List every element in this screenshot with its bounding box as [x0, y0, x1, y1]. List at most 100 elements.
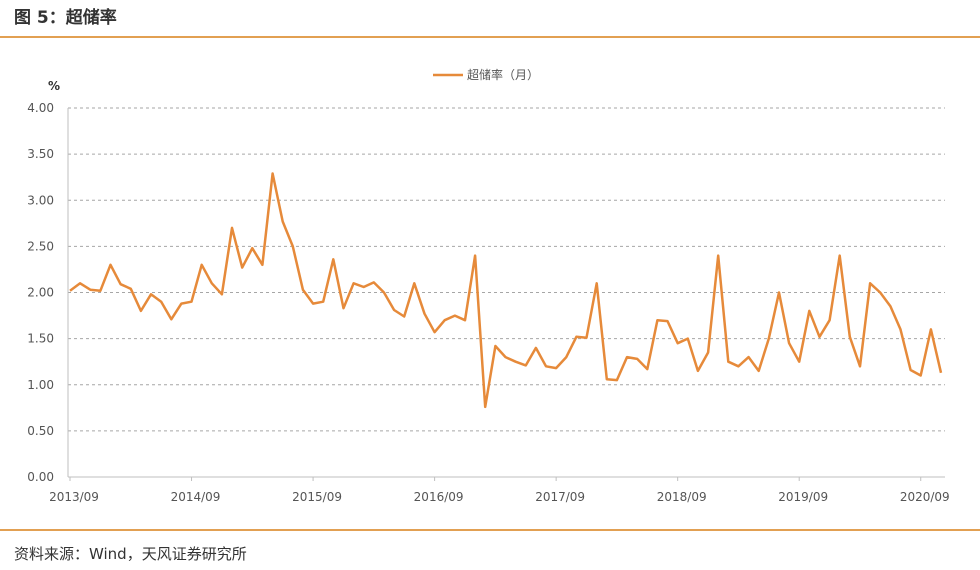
data-point	[170, 318, 172, 320]
data-point	[768, 337, 770, 339]
data-point	[484, 406, 486, 408]
data-point	[626, 356, 628, 358]
data-point	[140, 310, 142, 312]
y-tick-label: 0.50	[27, 424, 54, 438]
y-tick-label: 3.50	[27, 147, 54, 161]
data-point	[839, 254, 841, 256]
data-point	[312, 302, 314, 304]
x-tick-label: 2013/09	[49, 490, 99, 504]
data-point	[160, 301, 162, 303]
data-point	[221, 293, 223, 295]
data-point	[241, 266, 243, 268]
data-point	[69, 289, 71, 291]
data-point	[413, 282, 415, 284]
y-unit-label: %	[48, 79, 60, 93]
data-point	[150, 293, 152, 295]
data-point	[859, 365, 861, 367]
data-point	[454, 314, 456, 316]
data-point	[697, 370, 699, 372]
y-tick-labels: 0.00 0.50 1.00 1.50 2.00 2.50 3.00 3.50 4.00	[27, 101, 54, 484]
data-point	[909, 369, 911, 371]
data-point	[79, 282, 81, 284]
data-point	[535, 347, 537, 349]
data-point	[119, 283, 121, 285]
x-tick-label: 2018/09	[657, 490, 707, 504]
data-point	[930, 328, 932, 330]
figure-title: 图 5：超储率	[14, 8, 117, 28]
data-point	[423, 313, 425, 315]
y-tick-label: 2.00	[27, 286, 54, 300]
data-point	[757, 370, 759, 372]
line-chart: 0.00 0.50 1.00 1.50 2.00 2.50 3.00 3.50 4.00 201…	[27, 67, 950, 504]
data-point	[433, 331, 435, 333]
data-point	[849, 336, 851, 338]
data-point	[190, 301, 192, 303]
data-point	[261, 264, 263, 266]
legend-label: 超储率（月）	[467, 67, 539, 82]
data-point	[342, 307, 344, 309]
data-point	[332, 258, 334, 260]
data-point	[585, 337, 587, 339]
y-tick-label: 1.00	[27, 378, 54, 392]
data-point	[879, 291, 881, 293]
x-tick-label: 2016/09	[414, 490, 464, 504]
x-tick-label: 2019/09	[778, 490, 828, 504]
data-point	[828, 319, 830, 321]
data-point	[778, 291, 780, 293]
y-tick-label: 0.00	[27, 470, 54, 484]
data-point	[200, 264, 202, 266]
data-point	[514, 360, 516, 362]
y-tick-label: 3.00	[27, 193, 54, 207]
data-points	[69, 172, 942, 408]
data-point	[920, 374, 922, 376]
data-point	[99, 289, 101, 291]
data-point	[788, 342, 790, 344]
data-point	[525, 364, 527, 366]
data-point	[616, 379, 618, 381]
x-tick-labels: 2013/09 2014/09 2015/09 2016/09 2017/09 2018/…	[49, 477, 950, 504]
data-point	[504, 356, 506, 358]
data-point	[575, 336, 577, 338]
data-point	[403, 315, 405, 317]
data-point	[109, 264, 111, 266]
data-point	[444, 319, 446, 321]
data-point	[818, 336, 820, 338]
data-point	[130, 288, 132, 290]
data-point	[281, 220, 283, 222]
data-point	[676, 342, 678, 344]
x-tick-label: 2017/09	[535, 490, 585, 504]
data-point	[727, 360, 729, 362]
data-point	[89, 289, 91, 291]
data-point	[717, 254, 719, 256]
y-tick-label: 4.00	[27, 101, 54, 115]
data-point	[251, 247, 253, 249]
series-line	[69, 172, 943, 409]
y-tick-label: 2.50	[27, 239, 54, 253]
data-point	[555, 367, 557, 369]
data-point	[363, 286, 365, 288]
x-tick-label: 2015/09	[292, 490, 342, 504]
data-point	[869, 282, 871, 284]
data-point	[606, 378, 608, 380]
data-point	[747, 356, 749, 358]
data-point	[707, 351, 709, 353]
data-point	[798, 360, 800, 362]
data-point	[474, 254, 476, 256]
data-point	[636, 358, 638, 360]
data-point	[383, 291, 385, 293]
data-point	[666, 320, 668, 322]
data-point	[180, 302, 182, 304]
data-point	[646, 368, 648, 370]
data-point	[940, 372, 942, 374]
data-point	[302, 289, 304, 291]
data-point	[545, 365, 547, 367]
data-point	[494, 345, 496, 347]
source-note: 资料来源：Wind，天风证券研究所	[14, 545, 247, 563]
data-point	[808, 310, 810, 312]
data-point	[687, 337, 689, 339]
data-point	[211, 282, 213, 284]
data-point	[352, 282, 354, 284]
data-point	[595, 282, 597, 284]
data-point	[737, 365, 739, 367]
data-point	[231, 227, 233, 229]
